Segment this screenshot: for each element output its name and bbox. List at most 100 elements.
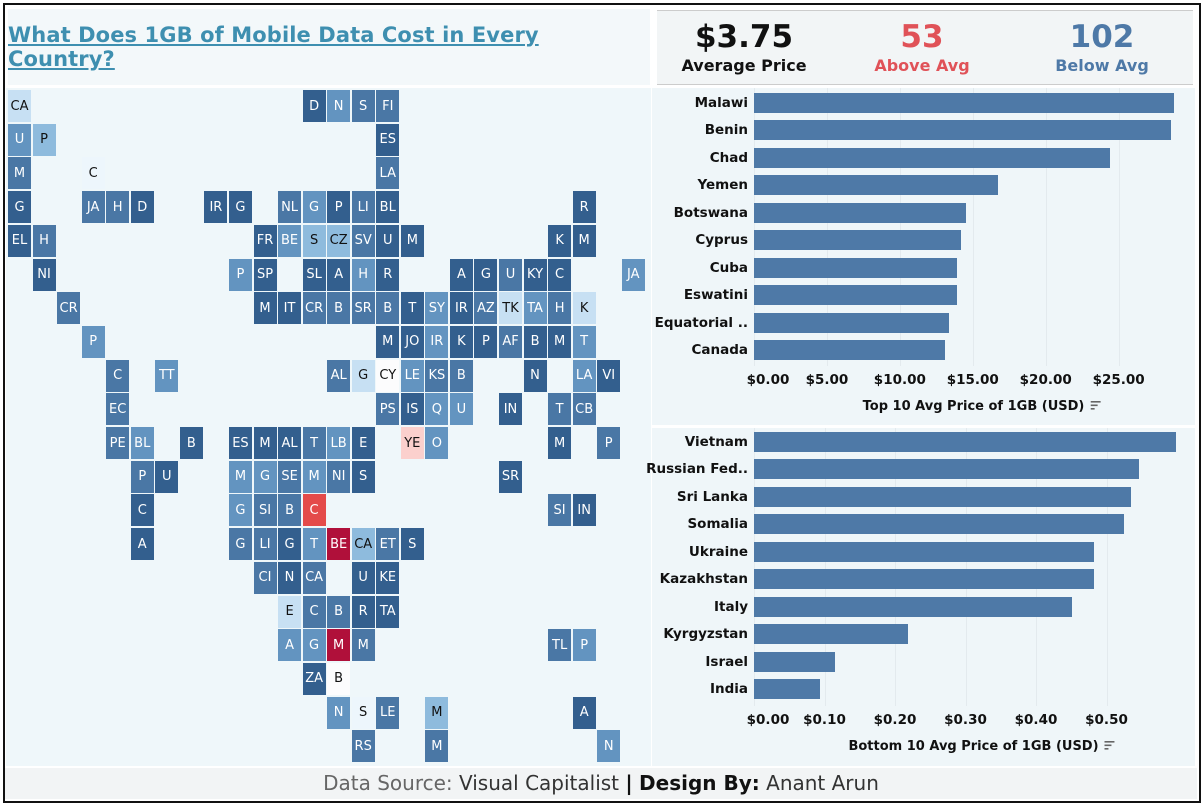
country-tile[interactable]: M [548, 427, 572, 459]
country-tile[interactable]: U [155, 460, 179, 493]
country-tile[interactable]: R [376, 258, 400, 291]
country-tile[interactable]: IT [278, 292, 302, 325]
country-tile[interactable]: N [327, 90, 351, 122]
country-tile[interactable]: G [8, 191, 31, 224]
country-tile[interactable]: B [523, 325, 547, 358]
country-tile[interactable]: M [253, 292, 277, 325]
country-tile[interactable]: T [302, 528, 326, 561]
country-tile[interactable]: A [130, 528, 154, 561]
country-tile[interactable]: B [327, 662, 351, 695]
country-tile[interactable]: BL [130, 427, 154, 459]
country-tile[interactable]: N [523, 359, 547, 392]
country-tile[interactable]: U [376, 224, 400, 257]
country-tile[interactable]: K [572, 292, 596, 325]
country-tile[interactable]: S [400, 528, 424, 561]
country-tile[interactable]: RS [351, 730, 375, 763]
country-tile[interactable]: M [548, 325, 572, 358]
country-tile[interactable]: VI [597, 359, 621, 392]
dashboard-title[interactable]: What Does 1GB of Mobile Data Cost in Eve… [8, 23, 539, 71]
country-tile[interactable]: LE [400, 359, 424, 392]
country-tile[interactable]: LB [327, 427, 351, 459]
sort-descending-icon[interactable] [1090, 399, 1101, 414]
bar[interactable] [754, 651, 836, 672]
country-tile[interactable]: C [130, 494, 154, 527]
country-tile[interactable]: TL [548, 629, 572, 662]
country-tile[interactable]: G [278, 528, 302, 561]
country-tile[interactable]: IR [204, 191, 228, 224]
country-tile[interactable]: LE [376, 696, 400, 729]
country-tile[interactable]: P [597, 427, 621, 459]
country-tile[interactable]: T [400, 292, 424, 325]
country-tile[interactable]: CB [572, 393, 596, 426]
country-tile[interactable]: PS [376, 393, 400, 426]
country-tile[interactable]: P [130, 460, 154, 493]
country-tile[interactable]: B [449, 359, 473, 392]
country-tile[interactable]: H [351, 258, 375, 291]
country-tile[interactable]: G [351, 359, 375, 392]
country-tile[interactable]: U [8, 123, 31, 156]
bar[interactable] [754, 679, 820, 700]
country-tile[interactable]: G [228, 494, 252, 527]
bar[interactable] [754, 285, 957, 306]
bar[interactable] [754, 486, 1132, 507]
country-tile[interactable]: B [179, 427, 203, 459]
country-tile[interactable]: IN [499, 393, 522, 426]
bar[interactable] [754, 230, 962, 251]
country-tile[interactable]: ET [376, 528, 400, 561]
country-tile[interactable]: SY [425, 292, 449, 325]
country-tile[interactable]: ES [376, 123, 400, 156]
country-tile[interactable]: G [302, 629, 326, 662]
country-tile[interactable]: PE [106, 427, 130, 459]
country-tile[interactable]: G [228, 528, 252, 561]
country-tile[interactable]: U [449, 393, 473, 426]
country-tile[interactable]: JA [621, 258, 645, 291]
country-tile[interactable]: G [474, 258, 498, 291]
country-tile[interactable]: E [278, 595, 302, 628]
country-tile[interactable]: BL [376, 191, 400, 224]
country-tile[interactable]: FI [376, 90, 400, 122]
country-tile[interactable]: M [327, 629, 351, 662]
country-tile[interactable]: C [548, 258, 572, 291]
country-tile[interactable]: M [425, 696, 449, 729]
country-tile[interactable]: CZ [327, 224, 351, 257]
country-tile[interactable]: BE [327, 528, 351, 561]
country-tile[interactable]: JO [400, 325, 424, 358]
country-tile[interactable]: AL [278, 427, 302, 459]
country-tile[interactable]: K [449, 325, 473, 358]
country-tile[interactable]: M [425, 730, 449, 763]
country-tile[interactable]: C [81, 157, 105, 190]
country-tile[interactable]: U [499, 258, 522, 291]
country-tile[interactable]: NL [278, 191, 302, 224]
country-tile[interactable]: M [253, 427, 277, 459]
bar[interactable] [754, 596, 1072, 617]
country-tile[interactable]: M [351, 629, 375, 662]
bar[interactable] [754, 624, 909, 645]
country-tile[interactable]: C [302, 595, 326, 628]
country-tile[interactable]: M [8, 157, 31, 190]
country-tile[interactable]: SL [302, 258, 326, 291]
country-tile[interactable]: TK [499, 292, 522, 325]
country-tile[interactable]: G [228, 191, 252, 224]
country-tile[interactable]: D [302, 90, 326, 122]
country-tile[interactable]: KY [523, 258, 547, 291]
country-tile[interactable]: M [572, 224, 596, 257]
country-tile[interactable]: SI [548, 494, 572, 527]
country-tile[interactable]: T [548, 393, 572, 426]
country-tile[interactable]: S [351, 696, 375, 729]
country-tile[interactable]: CA [351, 528, 375, 561]
country-tile[interactable]: T [302, 427, 326, 459]
country-tile[interactable]: SV [351, 224, 375, 257]
country-tile[interactable]: CA [302, 561, 326, 594]
country-tile[interactable]: M [376, 325, 400, 358]
bar[interactable] [754, 257, 957, 278]
bar[interactable] [754, 340, 946, 361]
country-tile[interactable]: P [474, 325, 498, 358]
country-tile[interactable]: SP [253, 258, 277, 291]
country-tile[interactable]: IN [572, 494, 596, 527]
country-tile[interactable]: LA [376, 157, 400, 190]
country-tile[interactable]: S [351, 90, 375, 122]
bar[interactable] [754, 541, 1094, 562]
bar[interactable] [754, 432, 1176, 452]
country-tile[interactable]: E [351, 427, 375, 459]
country-tile[interactable]: R [351, 595, 375, 628]
